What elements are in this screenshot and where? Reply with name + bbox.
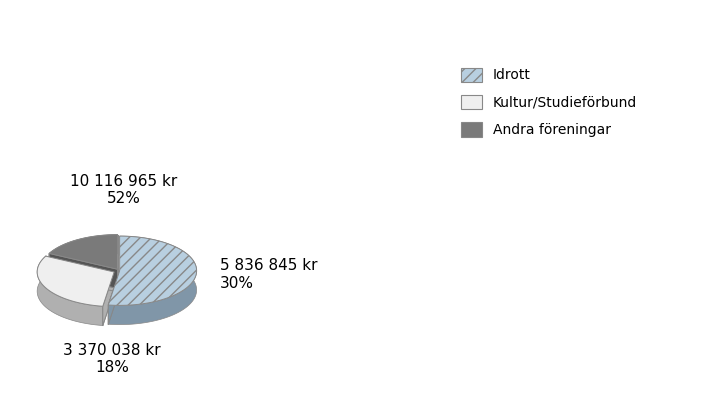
Text: 3 370 038 kr
18%: 3 370 038 kr 18%: [63, 343, 161, 375]
Polygon shape: [108, 236, 196, 325]
Polygon shape: [37, 256, 114, 306]
Polygon shape: [49, 235, 118, 269]
Text: 5 836 845 kr
30%: 5 836 845 kr 30%: [220, 259, 317, 291]
Polygon shape: [108, 271, 120, 324]
Polygon shape: [45, 256, 114, 291]
Polygon shape: [49, 254, 118, 289]
Polygon shape: [108, 236, 196, 305]
Polygon shape: [49, 235, 118, 273]
Polygon shape: [103, 272, 114, 325]
Legend: Idrott, Kultur/Studieförbund, Andra föreningar: Idrott, Kultur/Studieförbund, Andra före…: [455, 62, 642, 142]
Text: 10 116 965 kr
52%: 10 116 965 kr 52%: [70, 174, 177, 206]
Polygon shape: [37, 256, 103, 325]
